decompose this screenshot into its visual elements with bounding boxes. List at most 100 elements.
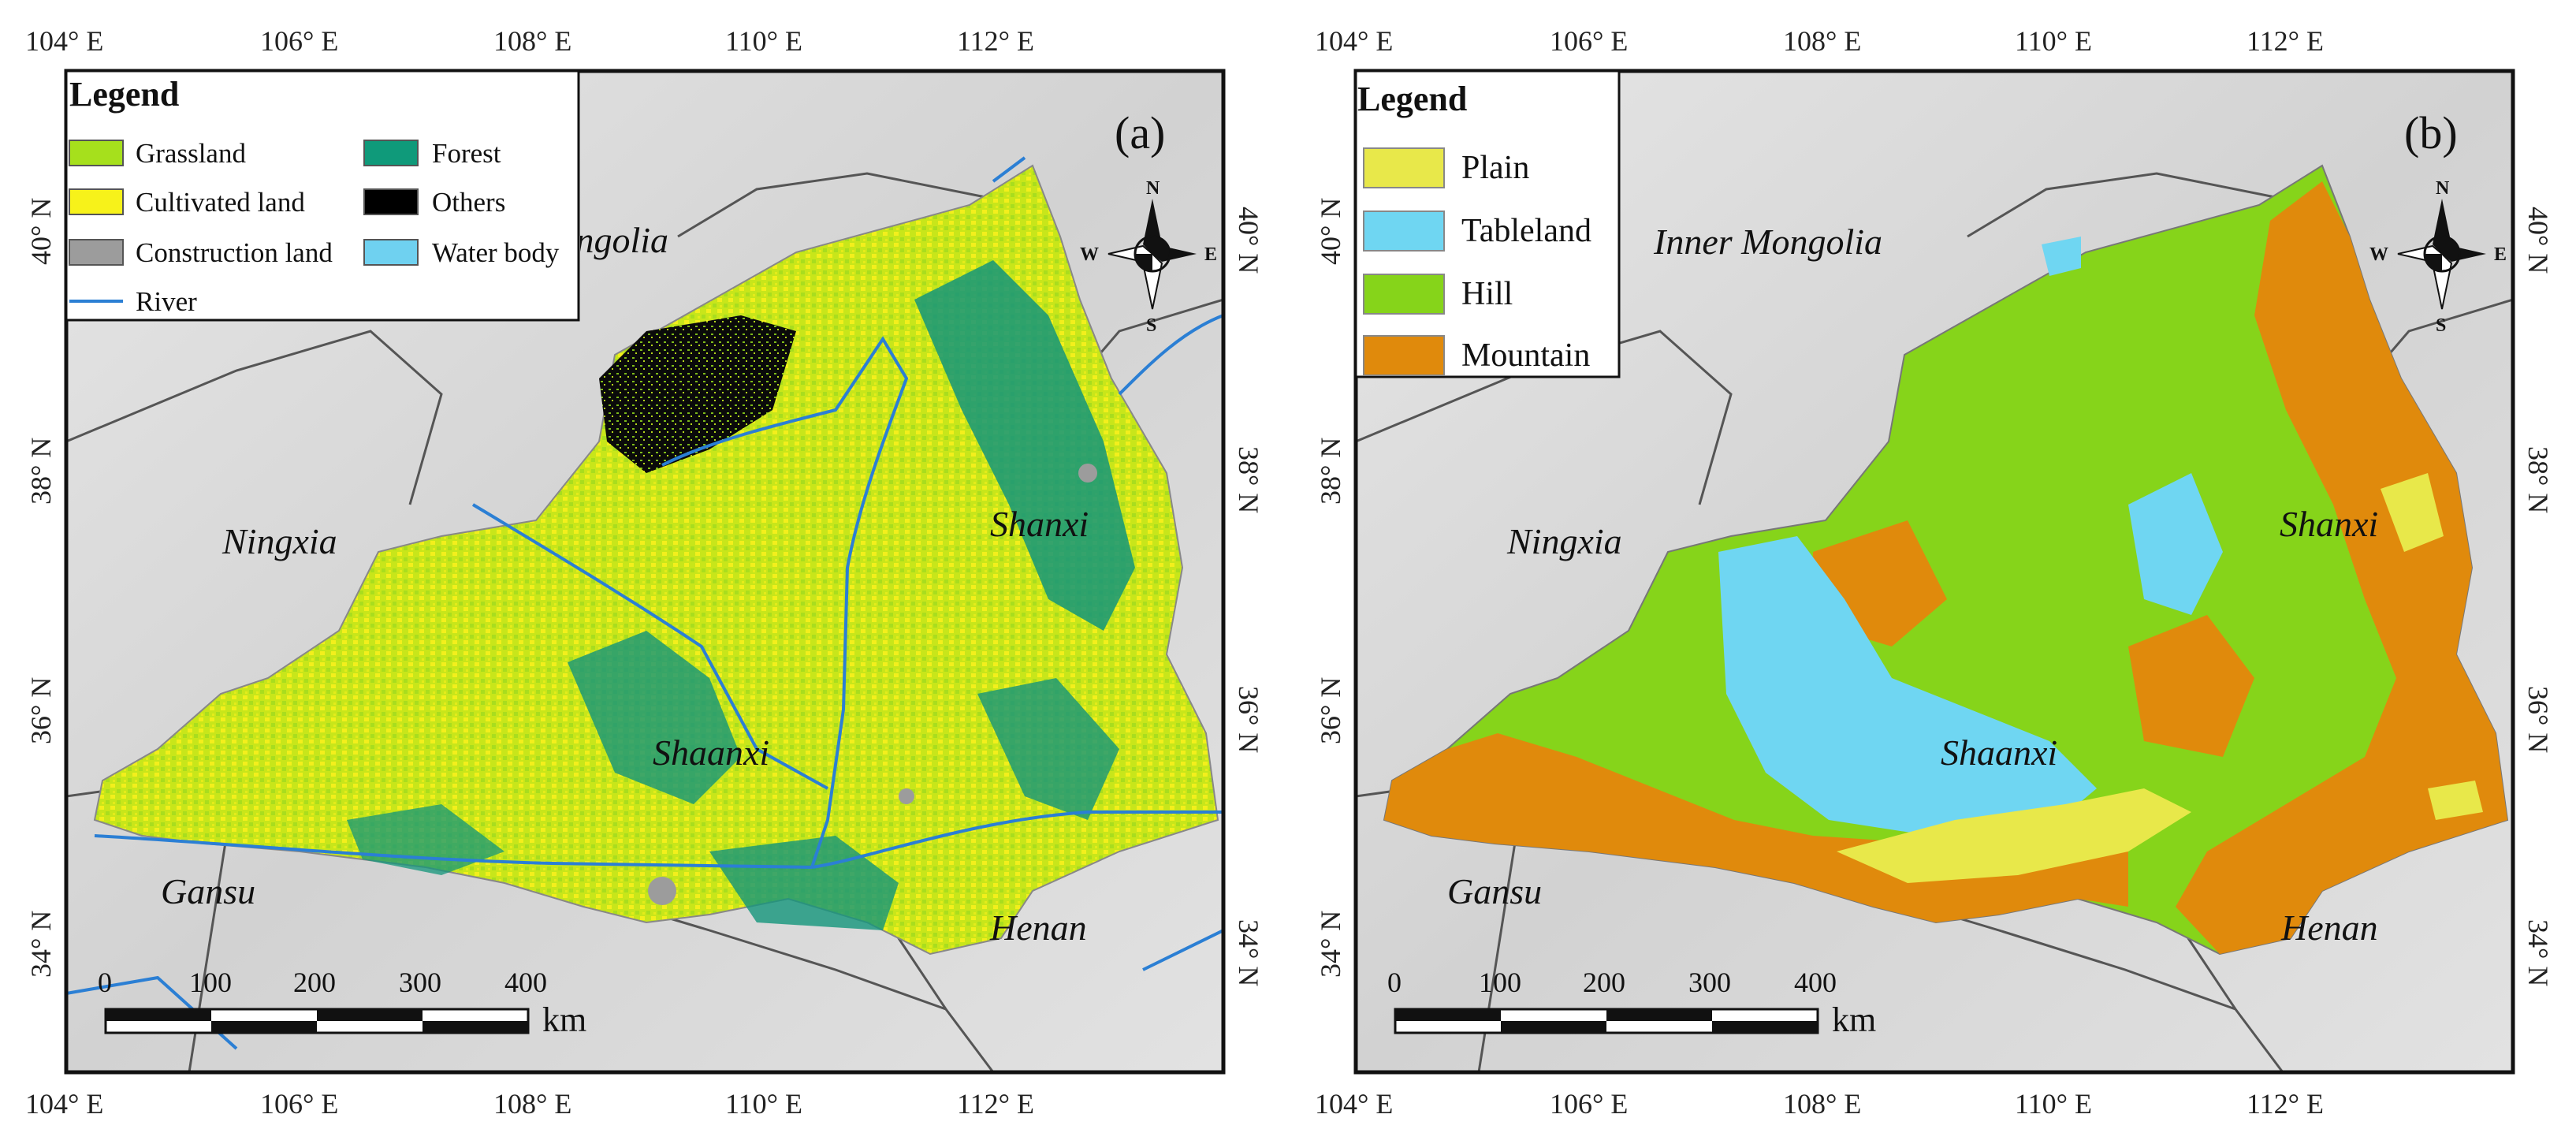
svg-text:106° E: 106° E [260,1088,338,1120]
forest-patch [568,631,741,804]
svg-text:40° N: 40° N [1233,207,1264,274]
terrain-mountain [2176,181,2507,954]
svg-text:112° E: 112° E [957,1088,1034,1120]
rivers [66,156,1223,1050]
terrain-mountain [2128,615,2254,757]
legend-a: Legend Grassland Forest Cultivated land … [65,69,580,322]
svg-text:S: S [2436,315,2446,336]
svg-text:38° N: 38° N [1315,438,1346,505]
svg-text:40° N: 40° N [2522,207,2554,274]
north-arrow-a: N S W E [1080,178,1217,336]
construction-patch [899,788,914,804]
svg-text:110° E: 110° E [2015,1088,2092,1120]
legend-label-water: Water body [432,237,560,268]
province-shanxi: Shanxi [2280,504,2378,544]
svg-text:E: E [2494,244,2507,265]
legend-label-construction: Construction land [136,237,333,268]
terrain-plain [2381,473,2444,552]
map-panel-b: Legend Plain Tableland Hill Mountain (b)… [1315,25,2554,1120]
forest-patch [347,804,504,875]
legend-label-cultivated: Cultivated land [136,187,305,218]
svg-text:34° N: 34° N [25,911,57,978]
svg-text:108° E: 108° E [1783,1088,1861,1120]
svg-text:N: N [1146,178,1160,199]
svg-text:36° N: 36° N [1233,686,1264,753]
map-frame-a [64,69,1226,1075]
svg-text:36° N: 36° N [25,677,57,744]
legend-swatch-construction [69,239,124,266]
scale-bar-a: 0 100 200 300 400 km [98,967,586,1039]
svg-text:W: W [2369,244,2388,265]
terrain-tableland [1718,536,2097,836]
terrain-tableland [2042,237,2081,276]
legend-swatch-plain [1363,147,1445,188]
svg-text:100: 100 [1479,967,1521,998]
terrain-plain [2428,781,2483,820]
svg-text:34° N: 34° N [1233,919,1264,986]
terrain-plain [1837,788,2191,883]
svg-text:36° N: 36° N [1315,677,1346,744]
province-shaanxi: Shaanxi [653,732,769,773]
svg-text:110° E: 110° E [725,25,802,57]
svg-text:112° E: 112° E [2247,1088,2324,1120]
svg-text:106° E: 106° E [260,25,338,57]
north-arrow-b: N S W E [2369,178,2507,336]
province-inner-mongolia: Inner Mongolia [439,220,668,260]
province-henan: Henan [989,907,1087,948]
map-frame-b [1353,69,2515,1075]
svg-text:104° E: 104° E [1315,1088,1393,1120]
axis-ticks-b: 104° E 106° E 108° E 110° E 112° E 104° … [1315,25,2554,1120]
legend-title: Legend [69,75,179,114]
legend-swatch-others [363,188,419,215]
svg-text:38° N: 38° N [2522,446,2554,513]
svg-text:38° N: 38° N [1233,446,1264,513]
svg-text:200: 200 [293,967,336,998]
svg-text:E: E [1204,244,1217,265]
svg-text:110° E: 110° E [725,1088,802,1120]
legend-label-others: Others [432,187,505,218]
svg-text:34° N: 34° N [2522,919,2554,986]
svg-text:38° N: 38° N [25,438,57,505]
province-shanxi: Shanxi [990,504,1089,544]
svg-text:104° E: 104° E [1315,25,1393,57]
svg-text:34° N: 34° N [1315,911,1346,978]
province-ningxia: Ningxia [221,521,337,561]
legend-title: Legend [1357,80,1467,118]
legend-label-mountain: Mountain [1461,337,1590,374]
svg-text:100: 100 [189,967,232,998]
panel-label-b: (b) [2404,107,2458,158]
legend-box [65,69,580,322]
forest-patch [914,260,1135,631]
legend-label-river: River [136,286,197,317]
legend-label-tableland: Tableland [1461,213,1591,249]
scale-bar-b: 0 100 200 300 400 km [1387,967,1876,1039]
svg-text:km: km [1832,1001,1876,1039]
svg-text:106° E: 106° E [1550,25,1628,57]
svg-text:104° E: 104° E [25,1088,103,1120]
construction-patch [648,877,676,905]
svg-text:40° N: 40° N [25,198,57,265]
legend-swatch-water [363,239,419,266]
svg-text:km: km [542,1001,586,1039]
province-gansu: Gansu [161,871,255,911]
svg-text:400: 400 [1794,967,1837,998]
legend-b: Legend Plain Tableland Hill Mountain [1354,69,1621,378]
svg-text:0: 0 [98,967,112,998]
svg-text:0: 0 [1387,967,1402,998]
svg-text:S: S [1146,315,1156,336]
svg-text:400: 400 [504,967,547,998]
svg-text:300: 300 [1688,967,1731,998]
svg-text:200: 200 [1583,967,1625,998]
legend-swatch-grassland [69,140,124,166]
panel-label-a: (a) [1115,107,1165,158]
axis-ticks-a: 104° E 106° E 108° E 110° E 112° E 104° … [25,25,1264,1120]
svg-text:40° N: 40° N [1315,198,1346,265]
others-region [599,315,796,473]
terrain-tableland [2128,473,2223,615]
forest-patch [977,678,1119,820]
legend-swatch-hill [1363,274,1445,315]
svg-text:N: N [2436,178,2450,199]
province-ningxia: Ningxia [1506,521,1622,561]
legend-label-forest: Forest [432,138,501,169]
